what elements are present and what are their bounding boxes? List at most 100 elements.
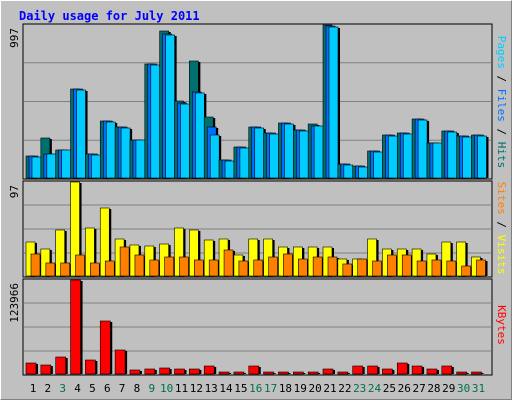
bottom-kbytes-bar-day-21-fill xyxy=(322,368,334,375)
middle-visits-bar-day-16-fill xyxy=(248,238,259,277)
middle-sites-bar-day-1-fill xyxy=(30,253,41,277)
legend-top: Pages / Files / Hits xyxy=(495,36,508,169)
bottom-kbytes-bar-day-8 xyxy=(129,369,142,375)
middle-sites-bar-day-15 xyxy=(238,260,250,277)
middle-sites-bar-day-4 xyxy=(75,254,87,277)
middle-sites-bar-day-6-fill xyxy=(104,260,115,277)
legend-bottom: KBytes xyxy=(495,305,508,345)
middle-visits-bar-day-11 xyxy=(174,227,186,277)
bottom-kbytes-bar-day-27-fill xyxy=(411,365,423,375)
middle-sites-bar-day-25-fill xyxy=(387,254,397,277)
top-pages-bar-day-19-fill xyxy=(298,130,309,179)
top-pages-bar-day-6-fill xyxy=(105,121,116,179)
middle-sites-bar-day-24-fill xyxy=(372,260,382,277)
bottom-kbytes-bar-day-4-fill xyxy=(70,279,81,375)
panel-middle: 97 Sites / Visits xyxy=(8,180,508,278)
day-label-23: 23 xyxy=(353,382,366,395)
top-pages-bar-day-4 xyxy=(76,89,88,179)
middle-sites-bar-day-9-fill xyxy=(149,259,160,277)
bottom-kbytes-bar-day-26-fill xyxy=(396,362,408,375)
middle-visits-bar-day-13-fill xyxy=(203,239,214,277)
bottom-kbytes-bar-day-14 xyxy=(218,371,232,375)
bottom-kbytes-bar-day-5-fill xyxy=(85,359,96,375)
bottom-kbytes-bar-day-15-fill xyxy=(233,371,245,375)
middle-sites-bar-day-27 xyxy=(416,260,429,277)
middle-sites-bar-day-26-fill xyxy=(401,254,412,277)
bottom-kbytes-bar-day-19-fill xyxy=(292,371,304,375)
day-label-6: 6 xyxy=(104,382,111,395)
middle-sites-bar-day-8-fill xyxy=(134,254,145,277)
bottom-kbytes-bar-day-25-fill xyxy=(382,368,393,375)
bottom-kbytes-bar-day-30 xyxy=(456,371,469,375)
bottom-kbytes-bar-day-13-fill xyxy=(203,365,215,375)
middle-sites-bar-day-11 xyxy=(179,256,191,277)
middle-sites-bar-day-23 xyxy=(357,258,369,277)
bottom-kbytes-bar-day-19 xyxy=(292,371,306,375)
day-label-29: 29 xyxy=(442,382,455,395)
middle-visits-bar-day-12-fill xyxy=(189,229,199,277)
top-pages-bar-day-5-fill xyxy=(91,154,101,179)
bottom-kbytes-bar-day-6 xyxy=(99,320,113,375)
middle-sites-bar-day-14 xyxy=(223,249,236,277)
day-label-19: 19 xyxy=(294,382,307,395)
bottom-kbytes-bar-day-5 xyxy=(85,359,98,375)
day-label-25: 25 xyxy=(383,382,396,395)
day-label-3: 3 xyxy=(59,382,66,395)
bottom-kbytes-bar-day-28 xyxy=(426,368,439,375)
top-pages-bar-day-16-fill xyxy=(254,127,265,179)
middle-sites-bar-day-23-fill xyxy=(357,258,368,277)
bottom-kbytes-bar-day-24 xyxy=(367,365,380,375)
bottom-kbytes-bar-day-24-fill xyxy=(367,365,378,375)
middle-sites-bar-day-24 xyxy=(372,260,384,277)
day-label-18: 18 xyxy=(279,382,292,395)
bottom-kbytes-bar-day-2 xyxy=(40,364,53,375)
bottom-kbytes-bar-day-23-fill xyxy=(352,365,364,375)
middle-visits-bar-day-6 xyxy=(99,207,112,277)
top-pages-bar-day-24-fill xyxy=(373,151,383,179)
middle-sites-bar-day-19-fill xyxy=(297,258,308,277)
bottom-kbytes-bar-day-9-fill xyxy=(144,368,156,375)
bottom-kbytes-bar-day-23 xyxy=(352,365,365,375)
middle-visits-bar-day-24-fill xyxy=(367,238,377,277)
bottom-kbytes-bar-day-6-fill xyxy=(99,320,111,375)
day-label-7: 7 xyxy=(119,382,126,395)
bottom-kbytes-bar-day-22 xyxy=(337,371,350,375)
legend-middle-part-1: / xyxy=(495,215,508,235)
bottom-kbytes-bar-day-26 xyxy=(396,362,410,375)
middle-sites-bar-day-11-fill xyxy=(179,256,189,277)
legend-top-part-3: / xyxy=(495,122,508,142)
middle-visits-bar-day-24 xyxy=(367,238,379,277)
bottom-kbytes-bar-day-11 xyxy=(174,368,187,375)
bottom-kbytes-bar-day-8-fill xyxy=(129,369,141,375)
middle-sites-bar-day-31 xyxy=(476,259,488,277)
day-axis: 1 2 3 4 5 6 7 8 9 10 11 12 13 14 15 16 17 18 19 20 21 22 23 24 2… xyxy=(30,382,485,395)
day-label-26: 26 xyxy=(398,382,411,395)
day-label-11: 11 xyxy=(175,382,188,395)
bottom-kbytes-bar-day-27 xyxy=(411,365,425,375)
day-label-5: 5 xyxy=(89,382,96,395)
middle-sites-bar-day-5-fill xyxy=(90,262,100,277)
top-pages-bar-day-20-fill xyxy=(313,125,324,179)
middle-sites-bar-day-12 xyxy=(194,259,206,277)
middle-sites-bar-day-30 xyxy=(461,265,473,277)
bottom-kbytes-bar-day-16-fill xyxy=(248,365,260,375)
middle-sites-bar-day-29 xyxy=(446,260,458,277)
bottom-kbytes-bar-day-21 xyxy=(322,368,335,375)
middle-sites-bar-day-7 xyxy=(119,246,132,277)
legend-bottom-part-0: KBytes xyxy=(495,305,508,345)
middle-sites-bar-day-13 xyxy=(208,259,221,277)
bottom-kbytes-bar-day-2-fill xyxy=(40,364,52,375)
middle-visits-bar-day-5 xyxy=(85,227,97,277)
day-label-17: 17 xyxy=(264,382,277,395)
middle-sites-bar-day-16-fill xyxy=(253,259,264,277)
top-pages-bar-day-17-fill xyxy=(269,133,279,179)
top-pages-bar-day-25-fill xyxy=(388,135,398,179)
top-pages-bar-day-26-fill xyxy=(402,133,413,179)
middle-visits-bar-day-3-fill xyxy=(55,229,66,277)
bottom-kbytes-bar-day-31-fill xyxy=(471,371,482,375)
middle-sites-bar-day-14-fill xyxy=(223,249,234,277)
day-label-31: 31 xyxy=(472,382,485,395)
middle-visits-bar-day-13 xyxy=(203,239,216,277)
day-label-2: 2 xyxy=(45,382,52,395)
top-pages-bar-day-9-fill xyxy=(150,64,161,179)
